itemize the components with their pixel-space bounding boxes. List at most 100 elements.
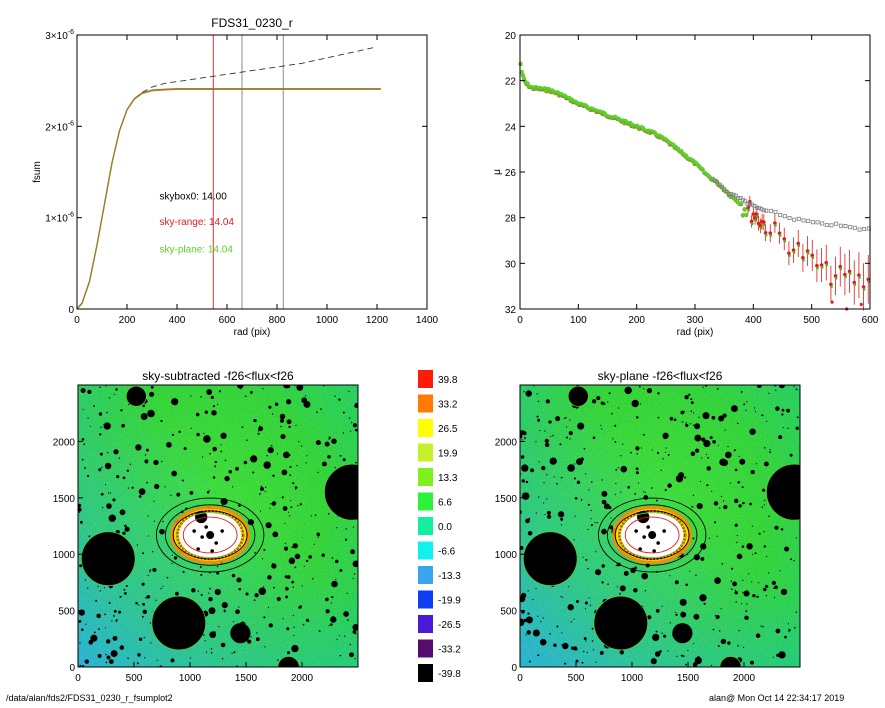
fsum-ytick-exponent: -6 <box>68 29 74 36</box>
masked-star <box>552 434 554 437</box>
masked-star <box>643 388 645 390</box>
masked-star <box>263 461 271 469</box>
masked-star <box>258 587 267 596</box>
masked-star <box>766 586 769 588</box>
masked-star <box>712 439 716 444</box>
masked-star <box>769 451 772 454</box>
masked-star <box>200 594 203 596</box>
masked-star <box>568 430 573 436</box>
masked-star <box>537 418 541 422</box>
masked-star <box>115 388 118 391</box>
masked-star <box>563 417 565 420</box>
masked-star <box>614 493 617 496</box>
masked-star <box>694 448 700 453</box>
aperture-ellipse <box>614 510 690 560</box>
masked-star <box>520 618 525 627</box>
masked-star <box>284 522 286 525</box>
profile-point-sky-plane <box>853 283 857 287</box>
masked-star <box>541 465 546 471</box>
masked-star <box>739 458 746 465</box>
masked-star <box>236 385 244 389</box>
masked-star <box>204 410 208 414</box>
masked-star <box>673 418 677 422</box>
masked-star <box>607 583 609 585</box>
masked-star <box>292 614 295 617</box>
image-xtick-label: 1500 <box>235 673 258 684</box>
colorbar-swatch <box>418 419 433 437</box>
masked-star <box>737 644 739 647</box>
masked-star <box>276 596 281 602</box>
masked-star <box>696 656 700 660</box>
masked-star <box>78 503 82 508</box>
masked-star <box>669 575 671 577</box>
masked-star <box>288 511 290 513</box>
masked-star <box>557 511 565 518</box>
masked-star <box>592 649 595 651</box>
masked-star <box>637 482 640 484</box>
masked-star <box>144 454 147 456</box>
mask-region <box>324 464 358 521</box>
masked-star <box>652 633 660 642</box>
colorbar-swatch <box>418 394 433 413</box>
masked-star <box>601 499 607 505</box>
profile-point-sky-range <box>777 231 782 236</box>
masked-star <box>153 459 159 466</box>
masked-star <box>300 445 303 447</box>
masked-star <box>189 491 194 495</box>
profile-point-skybox0 <box>824 223 829 228</box>
masked-star <box>754 552 757 555</box>
masked-star <box>737 481 740 484</box>
masked-star <box>143 637 145 639</box>
masked-star <box>294 486 298 489</box>
profile-point-sky-plane <box>844 275 847 279</box>
masked-star <box>542 617 544 619</box>
profile-point-sky-range <box>857 273 861 277</box>
masked-star <box>674 580 679 585</box>
masked-star <box>641 572 649 580</box>
profile-point-sky-plane <box>867 280 871 284</box>
mask-region <box>601 528 607 535</box>
masked-star <box>257 432 260 435</box>
fsum-plot-area: skybox0: 14.00 sky-range: 14.04 sky-plane:… <box>76 34 428 310</box>
masked-star <box>617 466 619 469</box>
masked-star <box>336 527 338 529</box>
masked-star <box>646 388 653 394</box>
masked-star <box>619 585 626 592</box>
galaxy-core-mask <box>196 547 200 551</box>
masked-star <box>520 434 523 439</box>
profile-point-sky-range <box>763 231 768 235</box>
masked-star <box>520 595 526 603</box>
masked-star <box>523 618 527 623</box>
masked-star <box>521 439 523 441</box>
masked-star <box>738 455 740 458</box>
masked-star <box>684 410 686 413</box>
masked-star <box>241 426 244 429</box>
masked-star <box>131 486 134 489</box>
masked-star <box>292 543 298 549</box>
masked-star <box>155 599 157 601</box>
profile-point-skybox0 <box>764 208 769 213</box>
masked-star <box>693 613 700 620</box>
masked-star <box>543 482 545 484</box>
masked-star <box>327 455 331 459</box>
masked-star <box>596 521 598 524</box>
masked-star <box>164 486 166 488</box>
masked-star <box>734 468 738 472</box>
masked-star <box>106 503 112 509</box>
masked-star <box>124 524 127 528</box>
masked-star <box>79 564 83 568</box>
masked-star <box>334 559 339 564</box>
masked-star <box>657 416 660 419</box>
masked-star <box>669 416 674 421</box>
masked-star <box>656 451 660 455</box>
masked-star <box>589 604 592 606</box>
galaxy-core-mask <box>200 535 204 539</box>
profile-xtick-label: 500 <box>803 315 820 326</box>
mask-region <box>126 386 147 407</box>
masked-star <box>620 491 622 493</box>
masked-star <box>190 427 192 429</box>
masked-star <box>81 438 85 441</box>
profile-point-sky-range <box>852 280 857 285</box>
fsum-panel: FDS31_0230_r skybox0: 14.00 sky-range: 14… <box>32 16 439 338</box>
masked-star <box>331 596 334 599</box>
